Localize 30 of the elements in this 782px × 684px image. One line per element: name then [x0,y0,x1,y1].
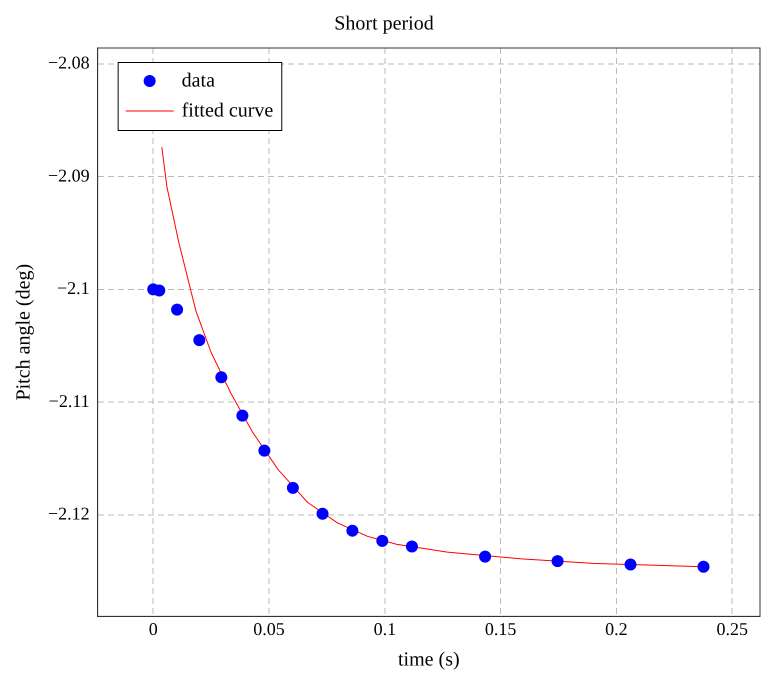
legend-label: data [182,69,216,92]
legend-label: fitted curve [182,99,274,122]
point [479,550,492,563]
x-tick-label: 0 [148,618,158,639]
x-tick-label: 0.05 [253,618,285,639]
point [552,555,564,568]
point [236,410,248,422]
y-tick-label: −2.12 [48,504,90,524]
x-tick-label: 0.15 [484,618,516,639]
point [624,558,637,571]
y-tick-label: −2.11 [48,390,90,411]
point [171,304,184,316]
x-tick-label: 0.1 [374,618,396,639]
point [193,334,206,346]
y-tick-label: −2.08 [48,52,90,73]
y-tick-label: −2.1 [56,278,90,298]
point [215,371,228,384]
point [258,444,270,457]
x-tick-label: 0.2 [605,618,628,639]
x-axis-title: time (s) [398,648,460,670]
point [406,540,418,552]
point [697,560,710,573]
point [346,524,358,537]
chart-title: Short period [334,12,434,34]
y-tick-label: −2.09 [48,165,90,186]
x-tick-label: 0.25 [716,618,748,639]
point [316,508,329,520]
y-axis-title: Pitch angle (deg) [12,264,34,401]
point [286,482,299,494]
point [376,534,388,547]
